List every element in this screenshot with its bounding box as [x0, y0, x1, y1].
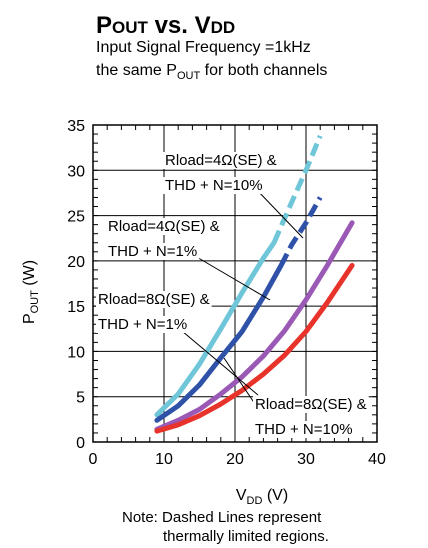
- y-tick-label: 20: [67, 254, 85, 271]
- note-line2: thermally limited regions.: [163, 528, 329, 545]
- chart-title: POUT vs. VDD: [96, 12, 235, 39]
- x-tick-label: 20: [226, 451, 244, 468]
- annotation-line1: Rload=8Ω(SE) &: [255, 396, 367, 413]
- annotation-line2: THD + N=10%: [165, 177, 263, 194]
- annotation-line2: THD + N=1%: [108, 243, 197, 260]
- y-tick-label: 25: [67, 209, 85, 226]
- y-tick-label: 30: [67, 163, 85, 180]
- chart-subtitle-line2: the same POUT for both channels: [96, 62, 327, 82]
- series-line-dashed: [281, 198, 320, 266]
- note-line1: Note: Dashed Lines represent: [122, 509, 322, 526]
- annotation-line1: Rload=4Ω(SE) &: [165, 152, 277, 169]
- x-tick-label: 40: [368, 451, 386, 468]
- y-axis-label: POUT (W): [21, 260, 41, 324]
- annotation-leader: [255, 188, 303, 238]
- x-tick-label: 30: [297, 451, 315, 468]
- chart-subtitle-line1: Input Signal Frequency =1kHz: [96, 39, 311, 56]
- series-line-dashed: [274, 136, 320, 243]
- annotation-1: Rload=4Ω(SE) & THD + N=10%: [163, 152, 279, 194]
- annotation-leader: [182, 331, 258, 395]
- annotation-line1: Rload=4Ω(SE) &: [108, 218, 220, 235]
- annotation-3: Rload=8Ω(SE) & THD + N=1%: [96, 291, 212, 333]
- y-tick-label: 15: [67, 299, 85, 316]
- y-tick-label: 0: [76, 435, 85, 452]
- annotation-4: Rload=8Ω(SE) & THD + N=10%: [253, 396, 369, 438]
- x-tick-label: 10: [155, 451, 173, 468]
- y-tick-label: 5: [76, 390, 85, 407]
- y-tick-label: 35: [67, 118, 85, 135]
- annotation-line2: THD + N=10%: [255, 421, 353, 438]
- x-axis-label: VDD (V): [236, 487, 288, 507]
- annotation-line1: Rload=8Ω(SE) &: [98, 291, 210, 308]
- y-tick-label: 10: [67, 344, 85, 361]
- annotation-line2: THD + N=1%: [98, 316, 187, 333]
- x-tick-label: 0: [89, 451, 98, 468]
